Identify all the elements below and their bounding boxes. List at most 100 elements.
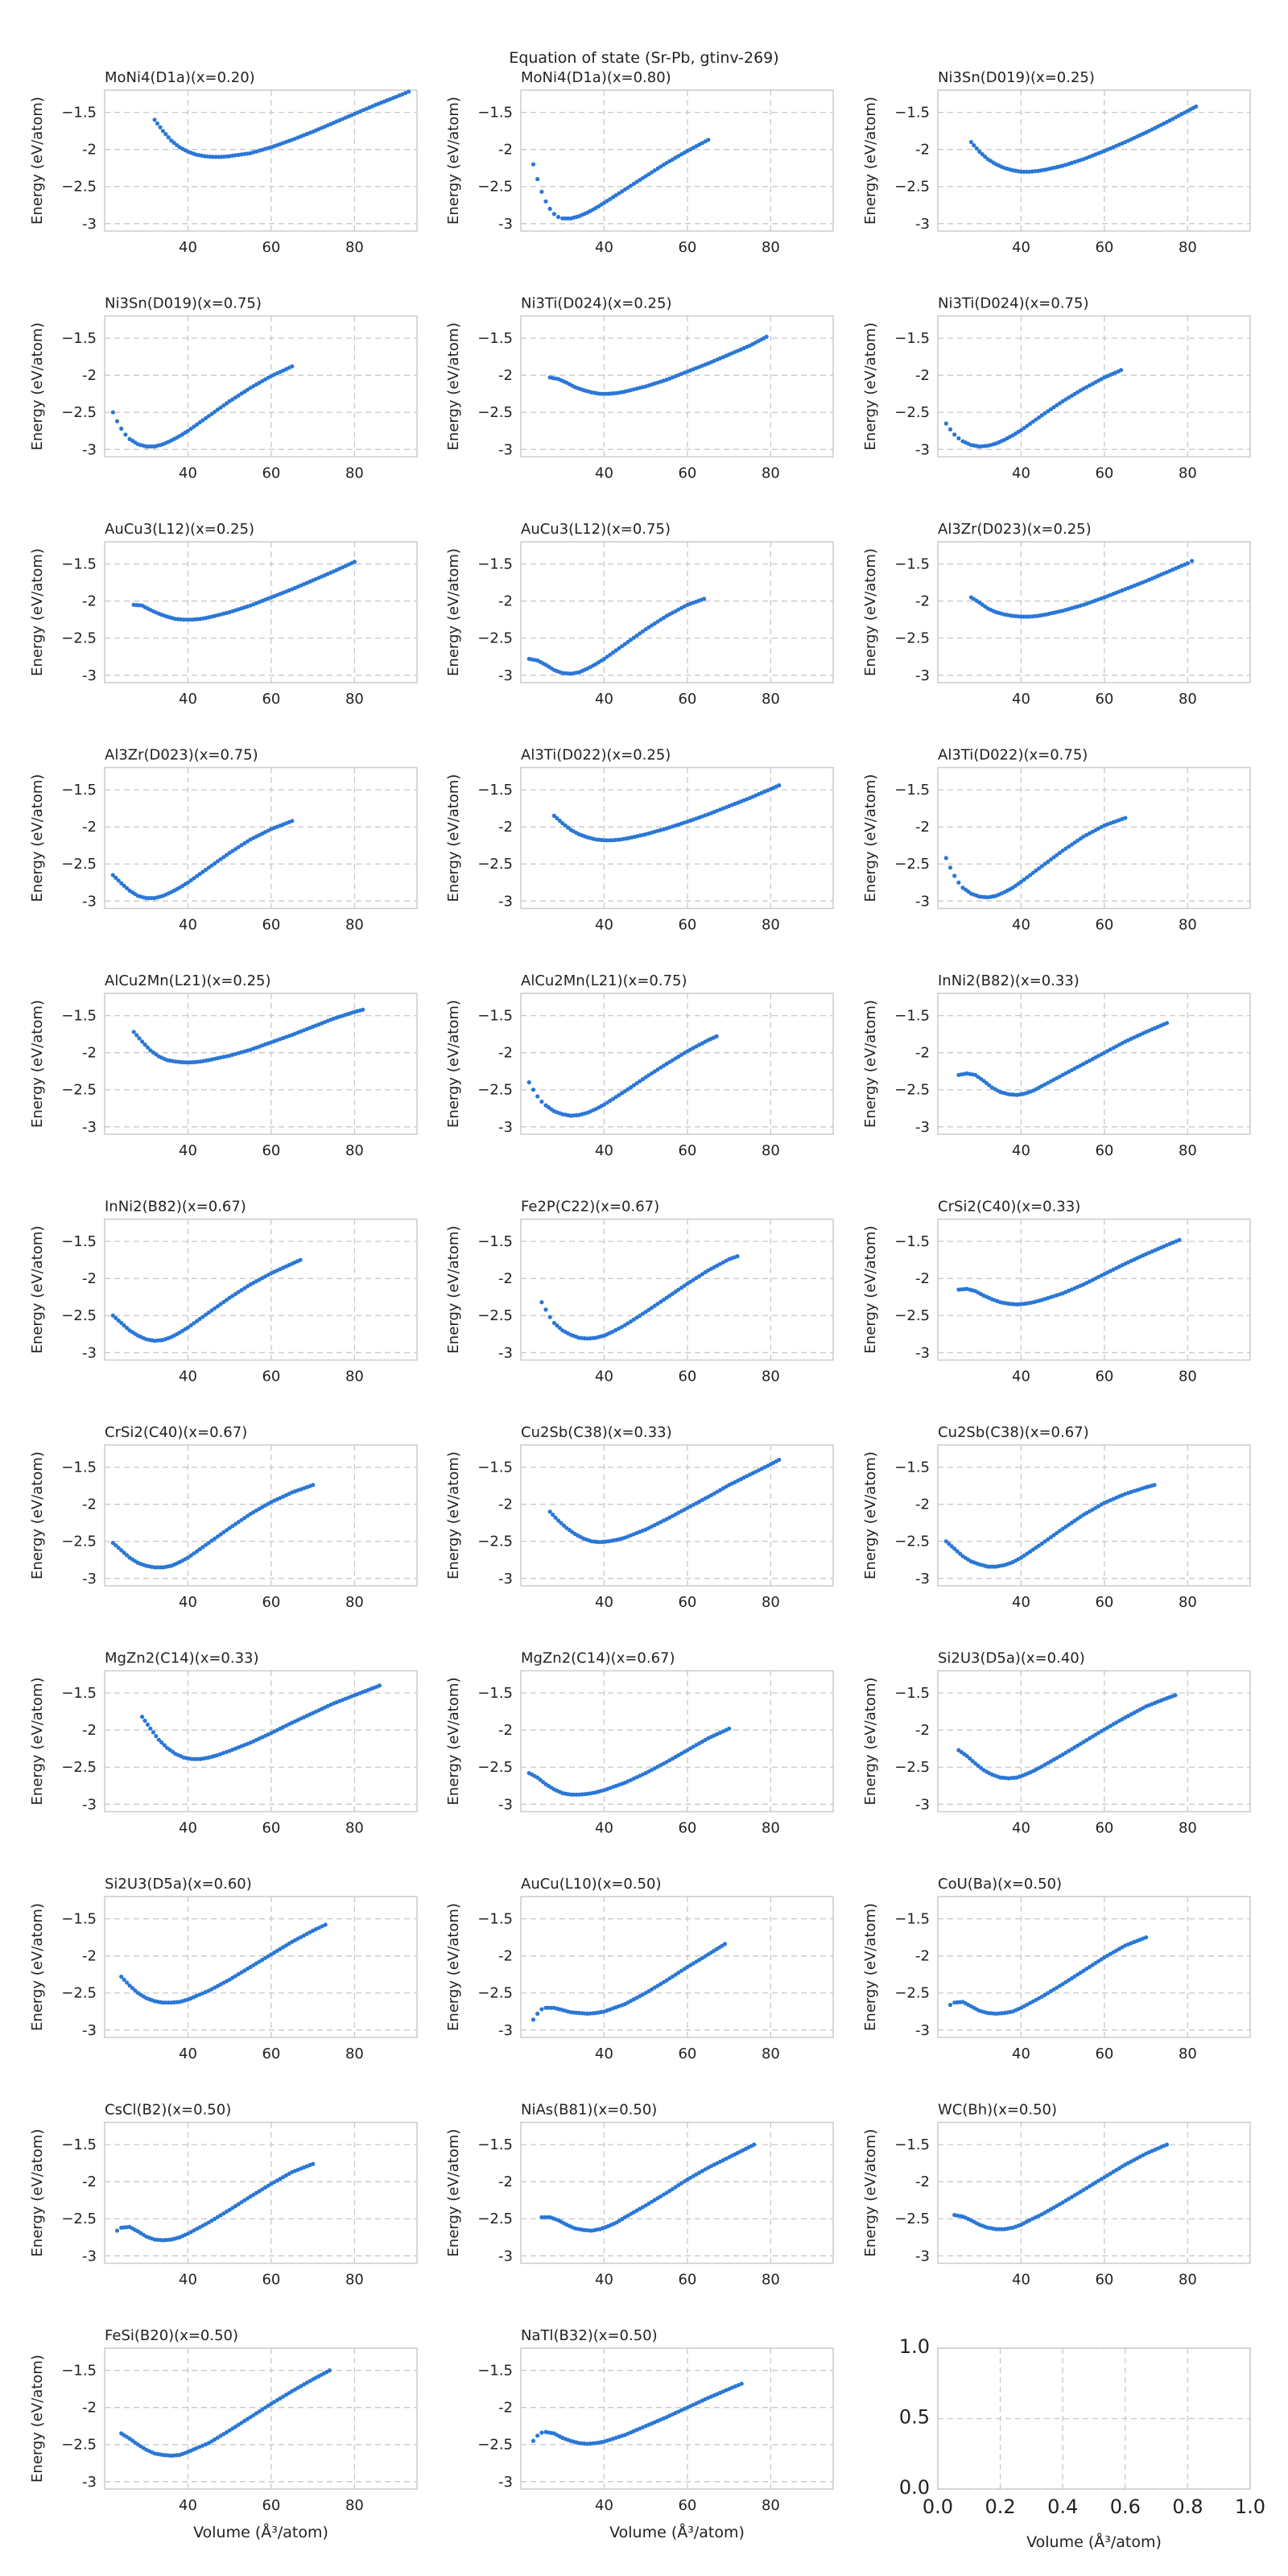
data-point [527,1080,531,1084]
data-point [539,2430,543,2434]
y-tick-label: 0.0 [899,2476,930,2499]
y-tick-label: −1.5 [477,1685,513,1702]
y-tick-label: -3 [915,1571,930,1587]
x-tick-label: 60 [262,2046,280,2062]
data-point [956,436,960,440]
subplot-10: 40 60 80 −1.5 -2 −2.5 -3 Al3Zr(D023)(x=0.75) Ene… [29,747,417,934]
x-tick-label: 60 [262,917,280,934]
x-tick-label: 60 [678,691,696,708]
y-tick-label: −2.5 [61,2437,97,2454]
y-tick-label: -2 [915,367,930,384]
subplot-frame [938,993,1250,1134]
y-tick-label: −2.5 [894,630,930,647]
y-tick-label: −1.5 [477,1459,513,1476]
x-tick-label: 60 [262,691,280,708]
y-tick-label: −1.5 [477,556,513,573]
data-point [702,597,706,601]
x-tick-label: 40 [1012,1142,1030,1159]
y-tick-label: −1.5 [477,2136,513,2153]
y-axis-label: Energy (eV/atom) [862,1226,879,1354]
subplot-title: WC(Bh)(x=0.50) [938,2102,1057,2119]
x-tick-label: 40 [179,465,197,482]
x-tick-label: 80 [1179,1820,1197,1837]
subplot-4: 40 60 80−1.5-2−2.5-3Ni3Sn(D019)(x=0.75)Ene… [29,295,417,482]
y-axis-label: Energy (eV/atom) [29,548,46,676]
subplot-24: 40 60 80−1.5-2−2.5-3Si2U3(D5a)(x=0.40)Ener… [862,1650,1250,1837]
data-point [552,212,556,216]
subplot-title: Al3Ti(D022)(x=0.75) [938,747,1088,764]
y-tick-label: -3 [82,893,97,910]
y-tick-label: -3 [498,2022,513,2039]
subplot-title: AlCu2Mn(L21)(x=0.75) [521,972,687,989]
y-tick-label: -2 [82,1722,97,1739]
y-tick-label: −1.5 [894,2136,930,2153]
subplot-title: Si2U3(D5a)(x=0.60) [105,1876,252,1893]
y-tick-label: -3 [915,2022,930,2039]
x-tick-label: 40 [179,2046,197,2062]
subplot-title: Al3Ti(D022)(x=0.25) [521,747,671,764]
y-tick-label: -3 [82,1119,97,1136]
y-tick-label: -2 [498,2400,513,2417]
subplot-title: Ni3Sn(D019)(x=0.25) [938,69,1095,86]
data-point [548,1315,552,1319]
x-tick-label: 80 [762,1820,780,1837]
data-point [556,215,560,219]
data-point [531,163,535,167]
x-tick-label: 80 [1179,1142,1197,1159]
y-tick-label: -2 [498,1722,513,1739]
y-tick-label: -3 [498,1119,513,1136]
x-tick-label: 40 [1012,239,1030,256]
data-point [706,138,710,142]
x-tick-label: 40 [179,917,197,934]
y-tick-label: −1.5 [61,782,97,799]
y-tick-label: -2 [498,1496,513,1513]
x-tick-label: 0.6 [1110,2496,1141,2518]
subplot-title: MgZn2(C14)(x=0.67) [521,1650,675,1667]
subplot-grid: 40 60 80 −1.5 -2 −2.5 -3 MoNi4(D1a)(x=0.20) Ener… [29,69,1265,2551]
y-axis-label: Energy (eV/atom) [29,2355,46,2483]
y-tick-label: −1.5 [477,1911,513,1928]
subplot-frame [521,768,833,909]
x-axis-label: Volume (Å³/atom) [1026,2533,1162,2551]
y-tick-label: -2 [498,2174,513,2190]
y-axis-label: Energy (eV/atom) [445,1000,462,1128]
y-axis-label: Energy (eV/atom) [862,1903,879,2031]
y-tick-label: −2.5 [894,856,930,873]
subplot-frame [105,1671,417,1812]
x-tick-label: 80 [345,1368,364,1385]
x-tick-label: 80 [762,2272,780,2289]
x-tick-label: 40 [179,239,197,256]
subplot-title: NiAs(B81)(x=0.50) [521,2102,657,2119]
subplot-9: 40 60 80−1.5-2−2.5-3Al3Zr(D023)(x=0.25)Ene… [862,521,1250,708]
y-tick-label: −2.5 [477,179,513,196]
y-tick-label: −1.5 [61,330,97,347]
y-tick-label: −1.5 [894,782,930,799]
data-point [167,135,171,139]
data-point [535,1094,539,1098]
x-tick-label: 80 [1179,2046,1197,2062]
y-axis-label: Energy (eV/atom) [29,323,46,451]
subplot-title: Ni3Ti(D024)(x=0.25) [521,295,671,312]
y-axis-label: Energy (eV/atom) [29,1000,46,1128]
x-tick-label: 60 [262,2272,280,2289]
subplot-title: AuCu3(L12)(x=0.75) [521,521,671,538]
subplot-frame [938,90,1250,231]
y-tick-label: -3 [498,1796,513,1813]
y-tick-label: −2.5 [894,1534,930,1550]
data-point [539,1300,543,1304]
data-point [969,140,973,144]
y-tick-label: −1.5 [894,330,930,347]
subplot-frame [938,316,1250,457]
y-tick-label: −1.5 [477,330,513,347]
x-tick-label: 80 [762,917,780,934]
y-tick-label: -3 [498,216,513,233]
y-axis-label: Energy (eV/atom) [862,1451,879,1579]
y-tick-label: -3 [498,1344,513,1361]
x-tick-label: 60 [262,1594,280,1611]
data-point [1119,368,1123,372]
subplot-title: AlCu2Mn(L21)(x=0.25) [105,972,271,989]
data-point [1152,1483,1156,1487]
subplot-2: 40 60 80 −1.5 -2 −2.5 -3 MoNi4(D1a)(x=0.80) Ener… [445,69,833,256]
data-point [163,132,167,136]
subplot-title: MoNi4(D1a)(x=0.20) [105,69,255,86]
